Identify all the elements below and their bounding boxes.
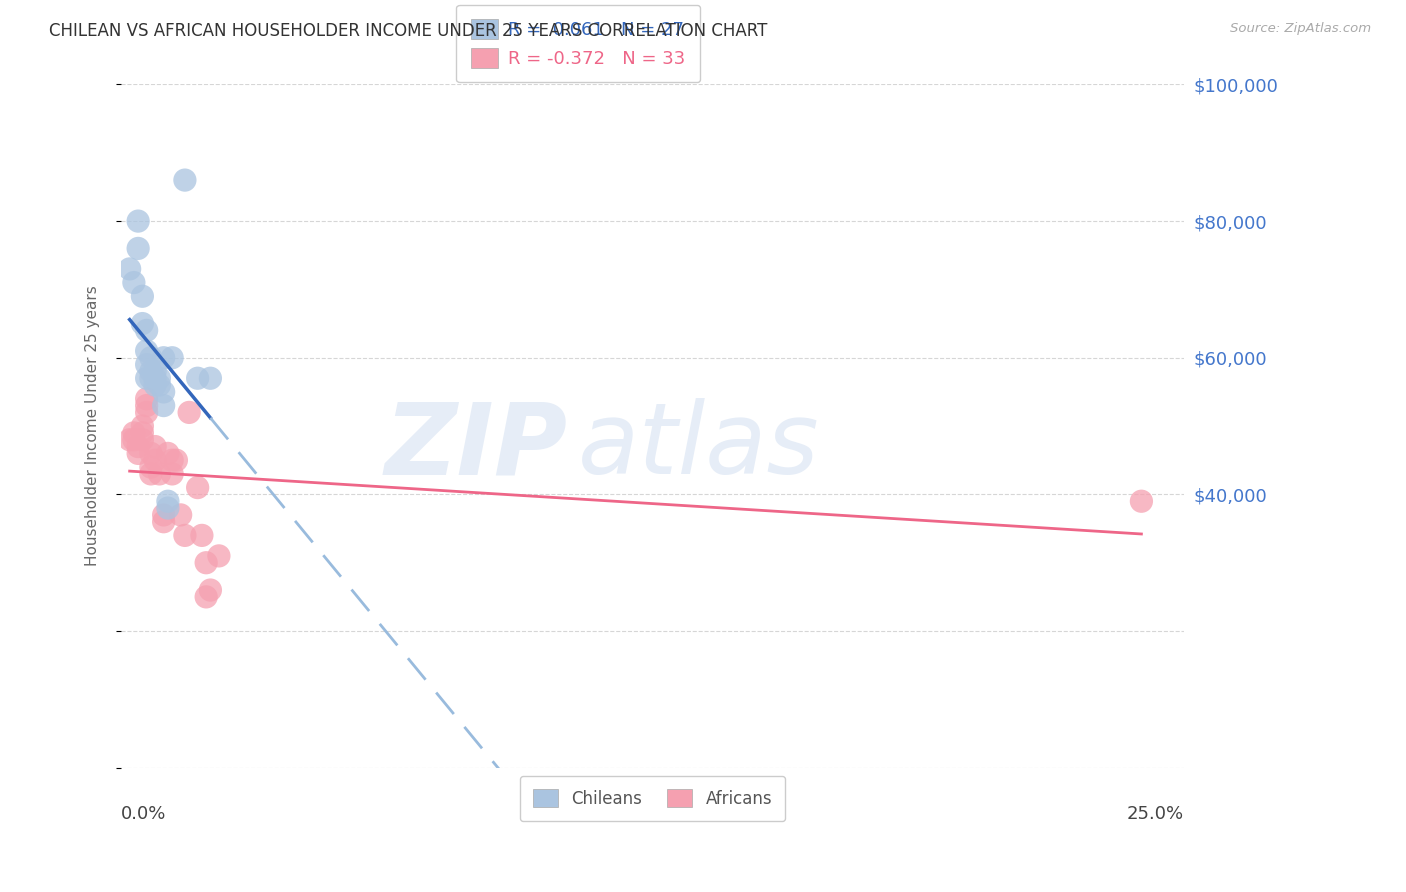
Point — [187, 371, 209, 385]
Text: Source: ZipAtlas.com: Source: ZipAtlas.com — [1230, 22, 1371, 36]
Point — [200, 371, 222, 385]
Point — [127, 214, 149, 228]
Point — [135, 405, 157, 419]
Point — [122, 425, 145, 440]
Point — [135, 371, 157, 385]
Point — [169, 508, 191, 522]
Point — [174, 173, 197, 187]
Point — [152, 399, 174, 413]
Point — [139, 371, 162, 385]
Point — [131, 425, 153, 440]
Point — [143, 453, 166, 467]
Point — [127, 242, 149, 256]
Point — [191, 528, 214, 542]
Point — [139, 364, 162, 378]
Point — [148, 378, 170, 392]
Point — [143, 378, 166, 392]
Text: atlas: atlas — [578, 398, 820, 495]
Point — [118, 433, 141, 447]
Text: 25.0%: 25.0% — [1126, 805, 1184, 823]
Point — [131, 433, 153, 447]
Point — [127, 446, 149, 460]
Point — [148, 371, 170, 385]
Point — [139, 446, 162, 460]
Point — [127, 440, 149, 454]
Point — [156, 446, 179, 460]
Point — [139, 467, 162, 481]
Text: CHILEAN VS AFRICAN HOUSEHOLDER INCOME UNDER 25 YEARS CORRELATION CHART: CHILEAN VS AFRICAN HOUSEHOLDER INCOME UN… — [49, 22, 768, 40]
Point — [179, 405, 201, 419]
Point — [152, 508, 174, 522]
Point — [131, 289, 153, 303]
Point — [135, 343, 157, 358]
Point — [148, 467, 170, 481]
Point — [152, 384, 174, 399]
Point — [135, 358, 157, 372]
Point — [160, 351, 183, 365]
Point — [143, 364, 166, 378]
Y-axis label: Householder Income Under 25 years: Householder Income Under 25 years — [86, 285, 100, 566]
Point — [187, 481, 209, 495]
Point — [195, 556, 218, 570]
Point — [160, 453, 183, 467]
Point — [156, 501, 179, 516]
Legend: Chileans, Africans: Chileans, Africans — [520, 775, 786, 821]
Point — [135, 399, 157, 413]
Point — [135, 392, 157, 406]
Point — [135, 323, 157, 337]
Point — [152, 351, 174, 365]
Point — [139, 351, 162, 365]
Point — [156, 494, 179, 508]
Point — [208, 549, 231, 563]
Point — [131, 419, 153, 434]
Text: ZIP: ZIP — [384, 398, 568, 495]
Point — [131, 317, 153, 331]
Point — [165, 453, 187, 467]
Point — [152, 515, 174, 529]
Point — [195, 590, 218, 604]
Point — [122, 433, 145, 447]
Point — [160, 467, 183, 481]
Point — [200, 582, 222, 597]
Point — [143, 371, 166, 385]
Point — [143, 440, 166, 454]
Point — [174, 528, 197, 542]
Point — [1130, 494, 1153, 508]
Point — [139, 460, 162, 475]
Point — [118, 261, 141, 276]
Text: 0.0%: 0.0% — [121, 805, 166, 823]
Point — [122, 276, 145, 290]
